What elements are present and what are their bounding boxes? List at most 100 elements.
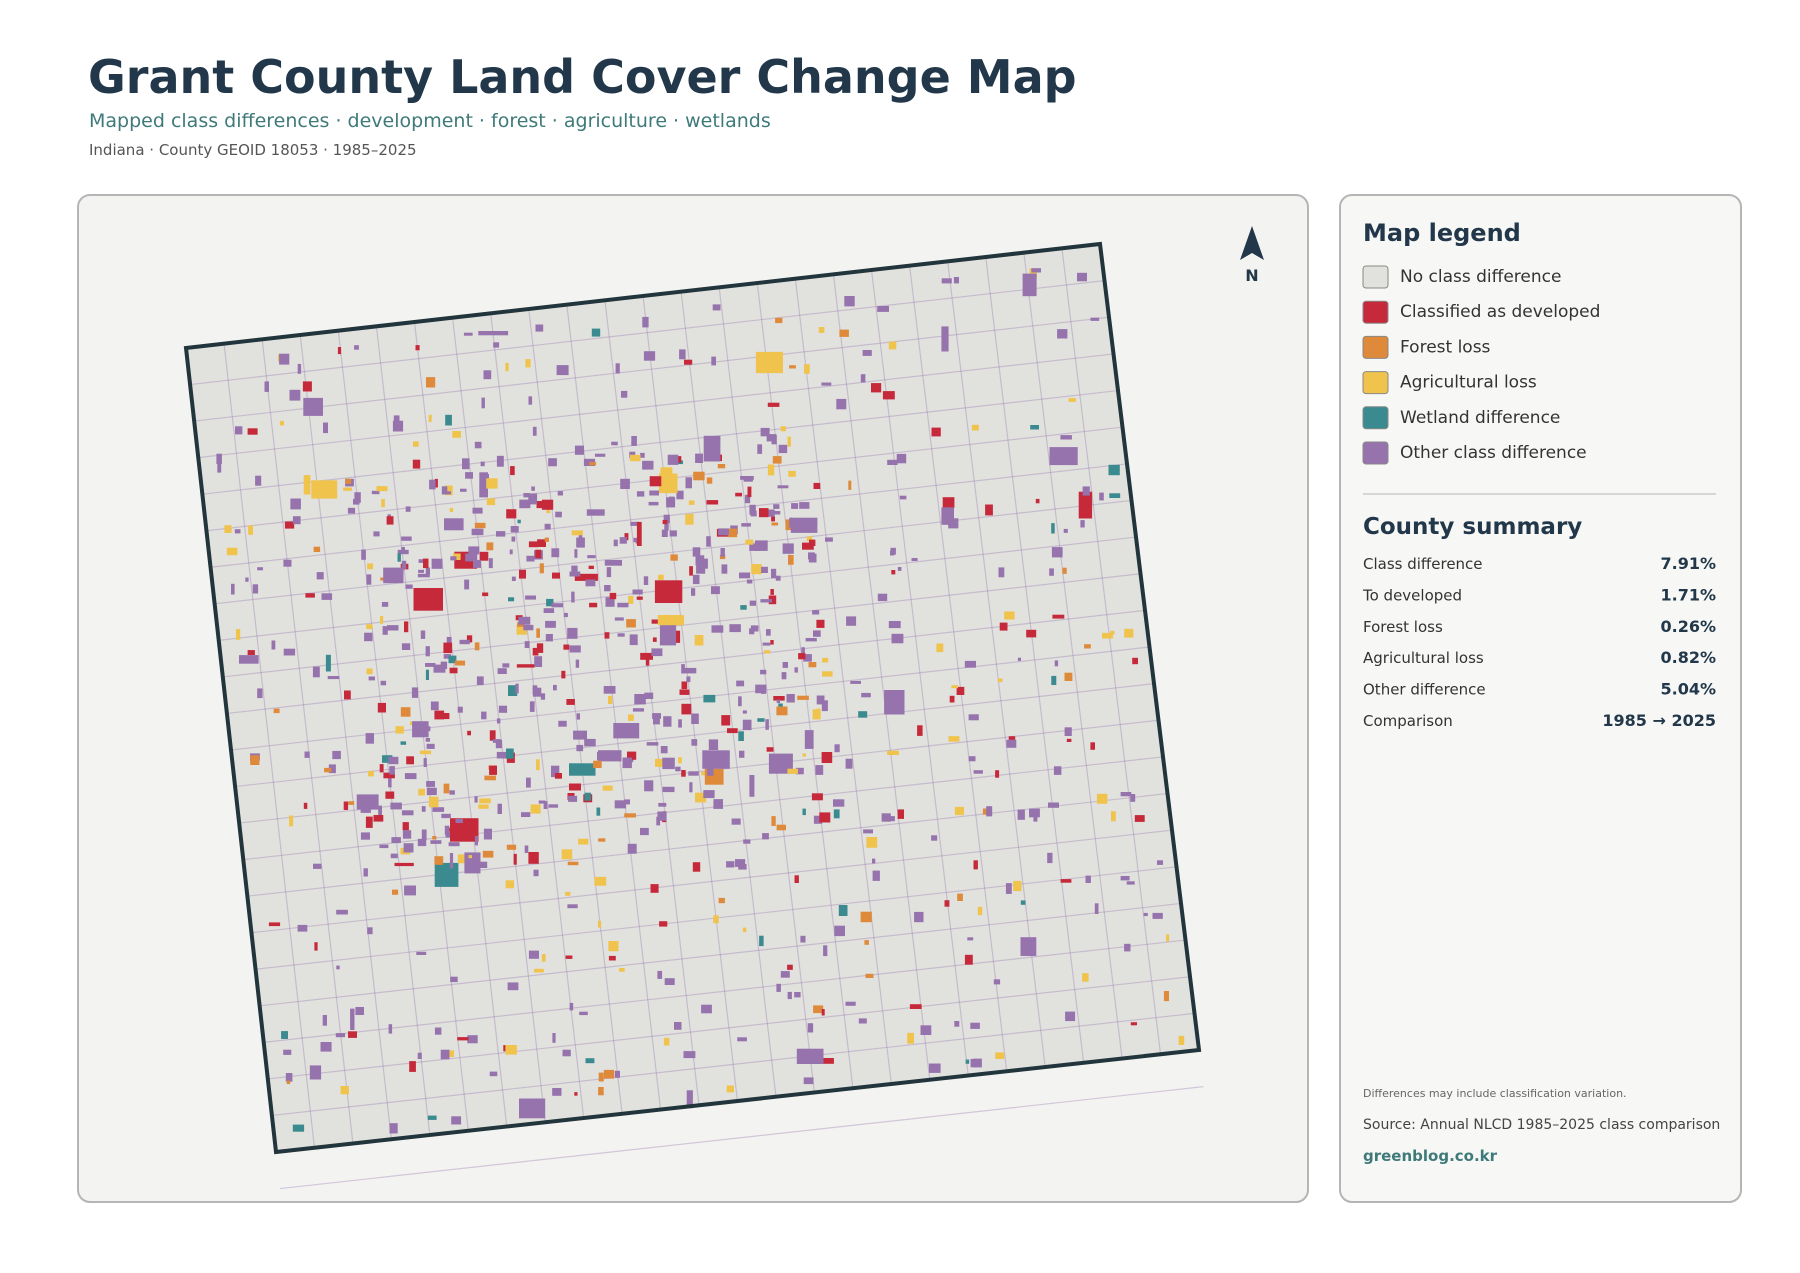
change-patch — [813, 630, 821, 637]
change-patch — [617, 633, 625, 637]
change-patch — [660, 467, 673, 475]
change-patch — [628, 595, 634, 604]
change-patch — [466, 635, 473, 643]
change-patch — [675, 766, 681, 772]
change-patch — [653, 717, 660, 725]
legend-label: Classified as developed — [1400, 302, 1600, 322]
change-patch — [235, 426, 243, 435]
change-patch — [368, 770, 374, 777]
change-patch — [434, 1027, 442, 1035]
change-patch — [478, 331, 509, 336]
change-patch — [694, 635, 704, 646]
summary-value: 5.04% — [1660, 680, 1716, 699]
change-patch — [553, 684, 557, 691]
change-patch — [702, 750, 730, 769]
change-patch — [1051, 675, 1057, 685]
change-patch — [780, 426, 786, 432]
change-patch — [713, 799, 723, 809]
change-patch — [248, 525, 253, 535]
change-patch — [744, 494, 751, 504]
change-patch — [481, 711, 487, 720]
change-patch — [455, 818, 463, 823]
change-patch — [735, 492, 742, 497]
change-patch — [551, 603, 564, 608]
change-patch — [486, 498, 496, 506]
change-patch — [917, 725, 923, 736]
change-patch — [684, 359, 693, 365]
change-patch — [598, 838, 606, 842]
change-patch — [565, 891, 571, 896]
change-patch — [798, 653, 806, 660]
change-patch — [471, 528, 484, 536]
title: Grant County Land Cover Change Map — [88, 50, 1077, 104]
change-patch — [736, 680, 745, 687]
change-patch — [794, 667, 798, 673]
change-patch — [533, 869, 539, 877]
change-patch — [1063, 528, 1068, 533]
change-patch — [807, 1023, 814, 1033]
change-patch — [773, 504, 780, 509]
change-patch — [465, 561, 476, 566]
summary-label: Forest loss — [1363, 618, 1443, 636]
change-patch — [866, 837, 878, 848]
change-patch — [768, 753, 793, 774]
change-patch — [544, 537, 549, 542]
change-patch — [604, 585, 611, 592]
road — [299, 334, 392, 1140]
change-patch — [811, 793, 823, 801]
change-patch — [401, 643, 411, 650]
change-patch — [524, 845, 529, 853]
change-patch — [755, 684, 767, 694]
change-patch — [1124, 943, 1131, 952]
change-patch — [451, 1116, 462, 1125]
change-patch — [297, 363, 302, 374]
change-patch — [1048, 802, 1059, 808]
change-patch — [985, 504, 993, 516]
change-patch — [476, 676, 484, 685]
change-patch — [787, 991, 792, 1000]
change-patch — [888, 341, 897, 350]
change-patch — [585, 579, 596, 587]
change-patch — [327, 676, 340, 680]
change-patch — [1020, 900, 1026, 905]
change-patch — [681, 664, 685, 674]
change-patch — [1132, 657, 1138, 665]
change-patch — [997, 678, 1003, 683]
change-patch — [586, 509, 605, 516]
change-patch — [702, 558, 708, 569]
change-patch — [650, 884, 659, 893]
change-patch — [1178, 1035, 1185, 1045]
change-patch — [483, 828, 492, 840]
change-patch — [548, 458, 557, 467]
change-patch — [776, 983, 781, 992]
change-patch — [844, 296, 855, 307]
change-patch — [567, 861, 579, 866]
change-patch — [392, 889, 399, 895]
change-patch — [624, 799, 630, 805]
change-patch — [711, 586, 720, 595]
change-patch — [881, 813, 891, 822]
change-patch — [528, 396, 533, 405]
change-patch — [795, 767, 804, 775]
change-patch — [519, 1098, 546, 1119]
change-patch — [776, 706, 788, 716]
change-patch — [808, 662, 817, 668]
change-patch — [1030, 425, 1039, 430]
change-patch — [525, 359, 531, 368]
road — [194, 316, 1110, 422]
road — [222, 573, 1141, 678]
change-patch — [325, 654, 331, 672]
change-patch — [505, 880, 514, 889]
change-patch — [803, 1077, 814, 1085]
road — [230, 646, 1150, 751]
change-patch — [561, 849, 573, 860]
change-patch — [683, 1051, 696, 1059]
change-patch — [644, 692, 654, 699]
change-patch — [497, 803, 502, 814]
change-patch — [1026, 629, 1037, 638]
change-patch — [786, 694, 795, 703]
change-patch — [941, 326, 949, 352]
change-patch — [513, 853, 517, 865]
change-patch — [1051, 523, 1055, 534]
change-patch — [777, 485, 789, 489]
